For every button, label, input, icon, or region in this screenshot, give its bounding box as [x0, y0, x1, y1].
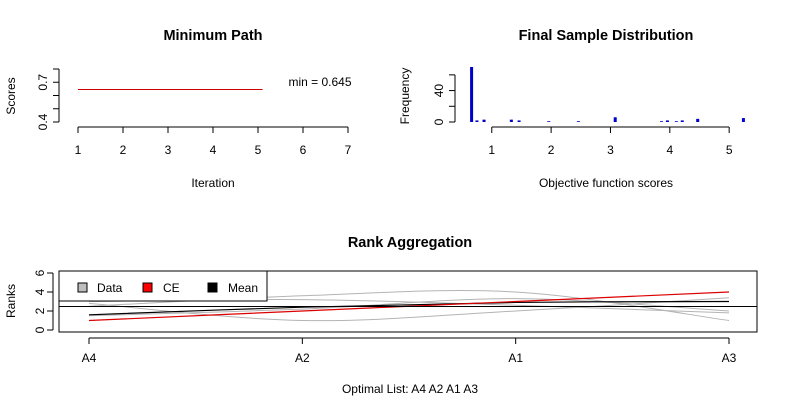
x-tick-label: 1 [75, 143, 82, 157]
sample-distribution-axes: 1 2 3 4 5 0 40 [432, 74, 733, 157]
minimum-path-ylabel: Scores [4, 77, 18, 114]
legend-data-swatch [77, 282, 88, 293]
legend-mean-label: Mean [228, 281, 258, 295]
sample-distribution-xlabel: Objective function scores [539, 176, 673, 190]
rank-aggregation-title: Rank Aggregation [348, 235, 472, 251]
minimum-path-axes: 1 2 3 4 5 6 7 0.4 0.7 [36, 68, 352, 157]
rank-aggregation-legend: Data CE Mean [58, 270, 268, 302]
minimum-path-title: Minimum Path [163, 28, 262, 44]
legend-ce-label: CE [163, 281, 180, 295]
y-tick-label: 6 [33, 269, 47, 276]
histogram-bar [482, 119, 486, 122]
rank-aggregation-panel: Rank Aggregation Optimal List: A4 A2 A1 … [4, 235, 758, 396]
histogram-bar [665, 120, 669, 122]
minimum-path-annotation: min = 0.645 [288, 75, 351, 89]
histogram-bar [576, 121, 580, 123]
x-tick-label: A2 [295, 351, 310, 365]
histogram-bar [741, 118, 745, 122]
legend-mean-swatch [207, 282, 218, 293]
x-tick-label: 7 [345, 143, 352, 157]
histogram-bar [475, 120, 479, 122]
rank-aggregation-ylabel: Ranks [4, 284, 18, 318]
minimum-path-panel: Minimum Path Iteration Scores min = 0.64… [4, 28, 352, 190]
histogram-bar [547, 121, 551, 123]
x-tick-label: 3 [607, 143, 614, 157]
histogram-bar [517, 120, 521, 122]
y-tick-label: 0.4 [36, 113, 50, 130]
x-tick-label: 6 [300, 143, 307, 157]
x-tick-label: 2 [120, 143, 127, 157]
x-tick-label: A4 [82, 351, 97, 365]
x-tick-label: 5 [726, 143, 733, 157]
x-tick-label: A3 [722, 351, 737, 365]
histogram-bar [696, 118, 700, 122]
histogram-bar [470, 67, 474, 122]
y-tick-label: 0 [33, 326, 47, 333]
histogram-bar [509, 119, 513, 122]
y-tick-label: 2 [33, 307, 47, 314]
legend-box [58, 270, 268, 302]
x-tick-label: 3 [165, 143, 172, 157]
histogram-bar [674, 121, 678, 123]
rank-aggregation-axes: A4 A2 A1 A3 0 2 4 6 [33, 269, 737, 365]
y-tick-label: 0.7 [36, 74, 50, 91]
histogram-bar [613, 117, 617, 122]
y-tick-label: 4 [33, 288, 47, 295]
x-tick-label: 4 [666, 143, 673, 157]
rank-data-series-line [88, 298, 730, 317]
x-tick-label: 2 [548, 143, 555, 157]
x-tick-label: 4 [210, 143, 217, 157]
minimum-path-xlabel: Iteration [191, 176, 234, 190]
sample-distribution-ylabel: Frequency [398, 68, 412, 125]
x-tick-label: A1 [508, 351, 523, 365]
rank-aggregation-xlabel: Optimal List: A4 A2 A1 A3 [342, 382, 478, 396]
histogram-bar [680, 120, 684, 122]
rank-mean-series-line [88, 300, 730, 316]
histogram-bar [660, 121, 664, 123]
y-tick-label: 40 [432, 84, 446, 98]
sample-distribution-title: Final Sample Distribution [519, 28, 694, 44]
sample-distribution-panel: Final Sample Distribution Objective func… [398, 28, 745, 190]
x-tick-label: 1 [488, 143, 495, 157]
x-tick-label: 5 [255, 143, 262, 157]
sample-distribution-marks [470, 67, 745, 123]
legend-data-label: Data [97, 281, 123, 295]
y-tick-label: 0 [432, 118, 446, 125]
legend-ce-swatch [142, 282, 153, 293]
